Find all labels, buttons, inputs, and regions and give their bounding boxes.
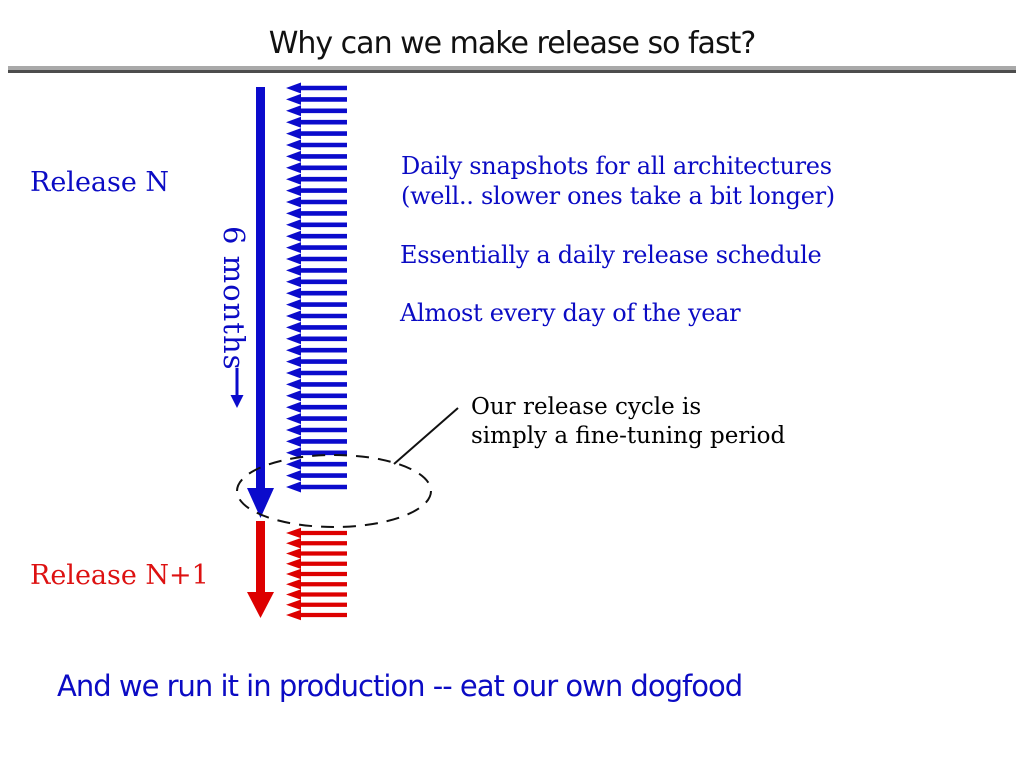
daily-snapshots-note-line2: (well.. slower ones take a bit longer) [401, 182, 835, 210]
almost-every-day-note: Almost every day of the year [400, 299, 741, 327]
daily-snapshot-arrowhead [286, 116, 301, 128]
daily-snapshot-arrowhead [286, 185, 301, 197]
daily-snapshot-arrowhead [286, 356, 301, 368]
release-n1-timeline-bar [256, 521, 265, 592]
daily-snapshot-arrowhead [286, 105, 301, 117]
daily-snapshot-arrowhead [286, 128, 301, 140]
daily-snapshot-arrowhead [286, 230, 301, 242]
daily-snapshot-arrowhead [286, 310, 301, 322]
daily-schedule-note: Essentially a daily release schedule [400, 241, 822, 269]
daily-snapshot-arrowhead [286, 219, 301, 231]
daily-snapshot-arrowhead [286, 139, 301, 151]
daily-snapshot-arrowhead [286, 344, 301, 356]
daily-snapshot-arrowhead [286, 333, 301, 345]
daily-snapshot-arrowhead [286, 447, 301, 459]
red-snapshot-arrowhead [286, 527, 301, 539]
daily-snapshot-arrowhead [286, 424, 301, 436]
release-n-plus-1-label: Release N+1 [30, 560, 209, 591]
release-n1-timeline-arrowhead [247, 592, 274, 618]
daily-snapshot-arrowhead [286, 276, 301, 288]
callout-line [393, 407, 459, 465]
footer-dogfood-text: And we run it in production -- eat our o… [57, 669, 743, 703]
daily-snapshot-arrowhead [286, 390, 301, 402]
release-n-timeline-bar [256, 87, 265, 488]
release-n-timeline-arrowhead [247, 488, 274, 518]
red-snapshot-arrowhead [286, 589, 301, 600]
daily-snapshot-arrowhead [286, 470, 301, 482]
daily-snapshot-arrowhead [286, 458, 301, 470]
red-snapshot-arrowhead [286, 558, 301, 569]
red-snapshot-arrowhead [286, 579, 301, 590]
daily-snapshot-arrowhead [286, 150, 301, 162]
daily-snapshot-arrowhead [286, 287, 301, 299]
daily-snapshot-arrowhead [286, 481, 301, 493]
daily-snapshot-arrowhead [286, 196, 301, 208]
daily-snapshot-arrowhead [286, 82, 301, 94]
daily-snapshot-arrowhead [286, 264, 301, 276]
daily-snapshot-arrowhead [286, 299, 301, 311]
fine-tuning-callout-line2: simply a fine-tuning period [471, 423, 786, 449]
fine-tuning-ellipse [236, 454, 432, 528]
daily-snapshot-arrowhead [286, 207, 301, 219]
red-snapshot-arrowhead [286, 568, 301, 580]
daily-snapshot-arrowhead [286, 253, 301, 265]
fine-tuning-callout-line1: Our release cycle is [471, 394, 702, 420]
red-snapshot-arrowhead [286, 538, 301, 549]
daily-snapshot-arrowhead [286, 367, 301, 379]
daily-snapshot-arrowhead [286, 435, 301, 447]
daily-snapshot-arrowhead [286, 401, 301, 413]
daily-snapshot-arrowhead [286, 162, 301, 174]
daily-snapshots-note-line1: Daily snapshots for all architectures [401, 152, 832, 180]
title-divider-rule [8, 65, 1016, 73]
daily-snapshot-arrowhead [286, 413, 301, 425]
six-months-pointer-arrowhead [230, 395, 244, 408]
slide-title: Why can we make release so fast? [268, 26, 757, 61]
daily-snapshot-arrowhead [286, 242, 301, 254]
red-snapshot-arrowhead [286, 599, 301, 610]
red-snapshot-arrowhead [286, 609, 301, 621]
red-snapshot-arrowhead [286, 548, 301, 559]
daily-snapshot-arrowhead [286, 378, 301, 390]
six-months-label: 6 months [217, 226, 251, 371]
daily-snapshot-arrowhead [286, 321, 301, 333]
release-n-label: Release N [30, 167, 170, 198]
daily-snapshot-arrowhead [286, 93, 301, 105]
daily-snapshot-arrowhead [286, 173, 301, 185]
